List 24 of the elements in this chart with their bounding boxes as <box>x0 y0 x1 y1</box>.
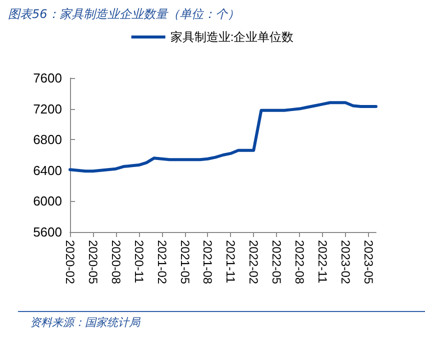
x-tick-label: 2021-11 <box>224 240 238 284</box>
line-series <box>68 101 378 173</box>
y-tick-label: 5600 <box>33 224 62 240</box>
x-tick-label: 2022-05 <box>270 240 284 284</box>
y-tick-label: 7200 <box>33 101 62 116</box>
legend-label: 家具制造业:企业单位数 <box>170 30 294 44</box>
x-tick-label: 2020-08 <box>108 240 123 284</box>
text: 资料来源：国家统计局 <box>30 315 140 330</box>
x-tick-label: 2020-02 <box>63 240 77 284</box>
x-tick-label: 2022-08 <box>292 240 306 284</box>
x-tick-label: 2021-08 <box>200 240 215 284</box>
chart-title: 图表56：家具制造业企业数量（单位：个） <box>8 6 240 23</box>
x-tick-label: 2020-05 <box>86 240 100 284</box>
x-tick-label: 2022-11 <box>315 240 330 284</box>
y-tick-label: 7600 <box>33 70 62 86</box>
x-tick-label: 2021-02 <box>154 240 169 284</box>
y-tick-label: 6800 <box>33 132 62 148</box>
x-tick-label: 2021-05 <box>178 240 192 284</box>
x-tick-label: 2022-02 <box>246 240 261 284</box>
x-tick-label: 2020-11 <box>132 240 146 284</box>
y-tick-label: 6000 <box>33 194 62 209</box>
x-tick-label: 2023-05 <box>361 240 376 284</box>
x-tick-label: 2023-02 <box>338 240 352 284</box>
y-tick-label: 6400 <box>33 162 62 178</box>
